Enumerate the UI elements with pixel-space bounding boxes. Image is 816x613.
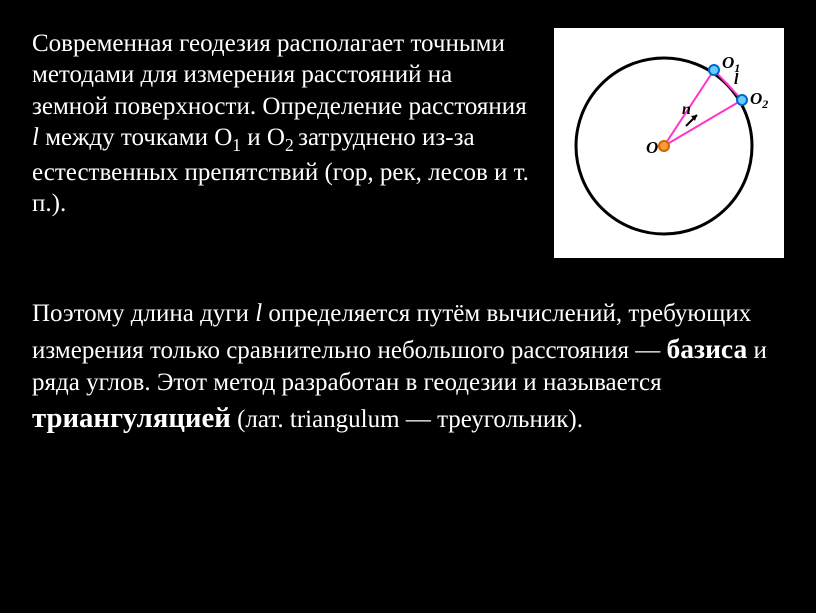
label-n: n <box>682 101 691 118</box>
top-section: Современная геодезия располагает точными… <box>32 28 784 258</box>
p2-text-1: Поэтому длина дуги <box>32 300 255 327</box>
p1-text-3: и О <box>241 124 285 151</box>
label-l: l <box>734 71 739 88</box>
p2-basis: базиса <box>667 333 748 364</box>
p1-sub1: 1 <box>232 135 241 155</box>
paragraph-2: Поэтому длина дуги l определяется путём … <box>32 298 784 437</box>
point-o2 <box>737 95 747 105</box>
diagram-container: O O1 O2 n l <box>554 28 784 258</box>
p1-l: l <box>32 124 39 151</box>
label-o2: O2 <box>750 89 768 111</box>
p1-text-1: Современная геодезия располагает точными… <box>32 30 527 120</box>
p2-tri: триангуляцией <box>32 402 231 434</box>
label-o: O <box>646 138 658 157</box>
paragraph-1: Современная геодезия располагает точными… <box>32 28 534 258</box>
line-o-o2 <box>664 100 742 146</box>
p1-sub2: 2 <box>285 135 298 155</box>
p2-text-4: (лат. triangulum — треугольник). <box>231 406 583 433</box>
p1-text-2: между точками О <box>39 124 232 151</box>
point-o <box>659 141 669 151</box>
geodesy-diagram: O O1 O2 n l <box>564 38 774 248</box>
point-o1 <box>709 65 719 75</box>
